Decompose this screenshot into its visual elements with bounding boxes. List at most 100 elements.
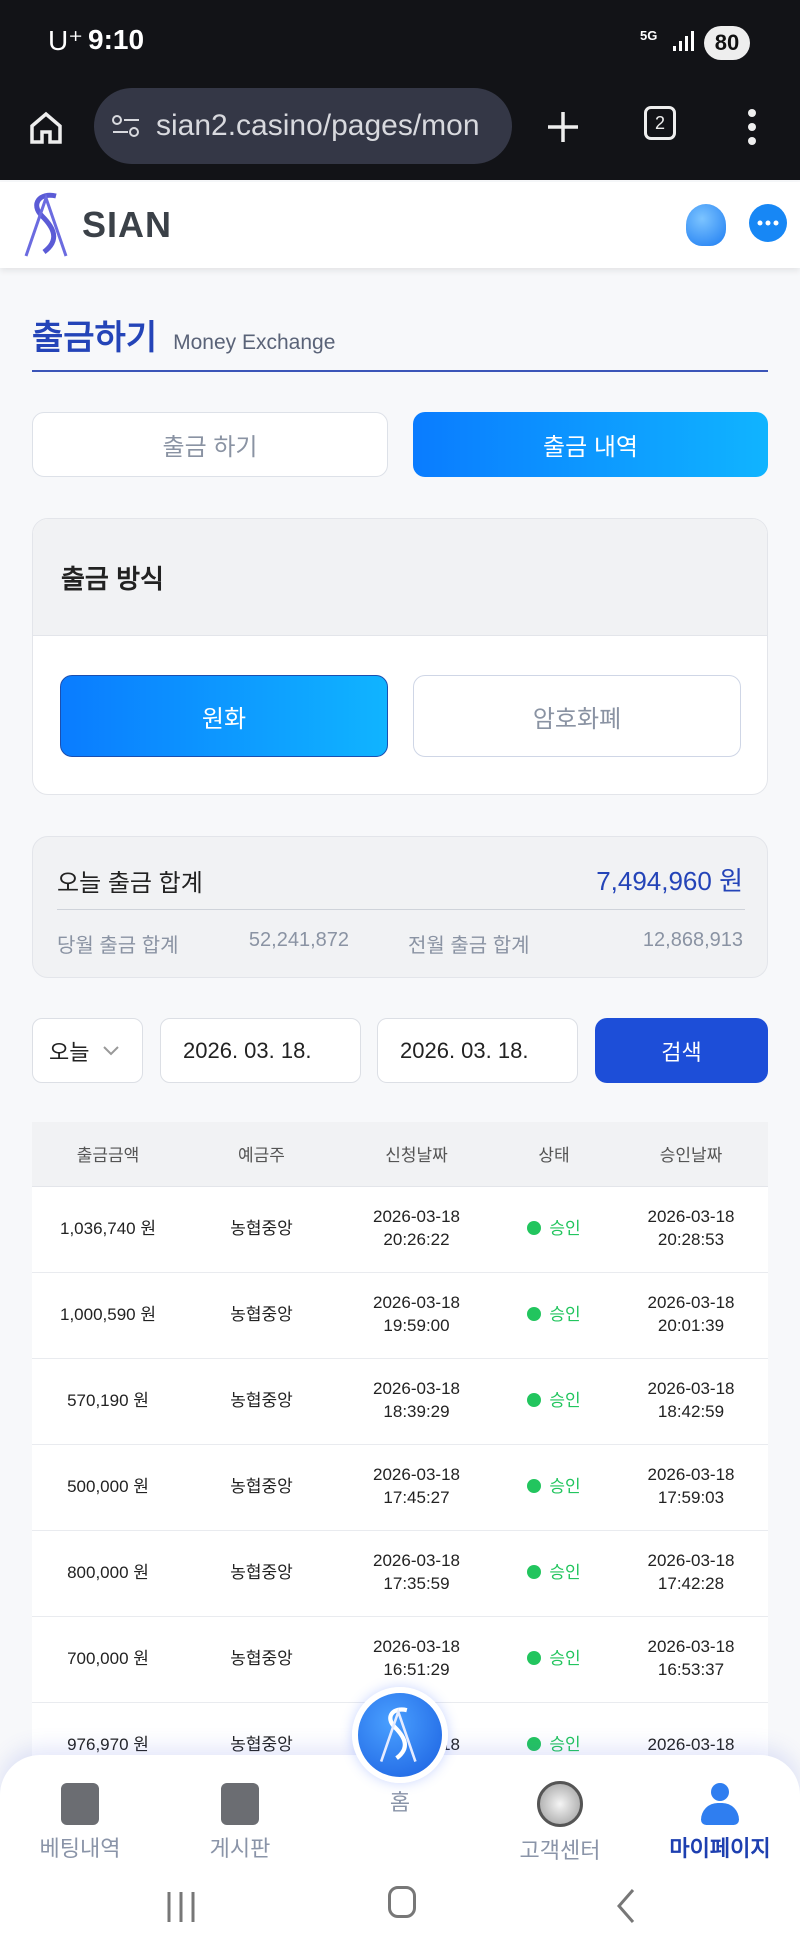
status-cell: 승인 (494, 1616, 614, 1703)
holder-cell: 농협중앙 (184, 1358, 339, 1445)
site-settings-icon[interactable] (112, 114, 140, 138)
approval-date-cell: 2026-03-18 20:01:39 (614, 1272, 768, 1359)
summary-card: 오늘 출금 합계 7,494,960 원 당월 출금 합계 52,241,872… (32, 836, 768, 978)
nav-board[interactable]: 게시판 (160, 1755, 320, 1863)
tab-withdraw-history[interactable]: 출금 내역 (413, 412, 768, 477)
approval-time: 16:53:37 (657, 1660, 725, 1679)
amount-cell: 570,190 원 (32, 1358, 184, 1445)
approval-date: 2026-03-18 (647, 1637, 735, 1657)
approval-time: 17:59:03 (657, 1488, 725, 1507)
month-total-label: 당월 출금 합계 (57, 935, 179, 957)
approval-date-cell: 2026-03-18 18:42:59 (614, 1358, 768, 1445)
status-cell: 승인 (494, 1272, 614, 1359)
method-crypto-button[interactable]: 암호화폐 (413, 675, 741, 757)
clock: 9:10 (88, 24, 145, 55)
status-dot-icon (527, 1306, 542, 1321)
chat-icon[interactable] (748, 204, 788, 244)
home-icon[interactable] (28, 110, 64, 146)
search-button[interactable]: 검색 (595, 1018, 768, 1083)
table-row: 1,000,590 원 농협중앙 2026-03-18 19:59:00 승인 2… (32, 1272, 768, 1359)
home-button-icon[interactable] (388, 1886, 416, 1918)
col-holder: 예금주 (184, 1122, 339, 1187)
request-time: 17:35:59 (383, 1574, 450, 1593)
amount-cell: 700,000 원 (32, 1616, 184, 1703)
url-text: sian2.casino/pages/mon (156, 109, 480, 142)
status-cell: 승인 (494, 1444, 614, 1531)
new-tab-icon[interactable] (546, 110, 580, 144)
bottom-nav: 베팅내역 게시판 홈 고객센터 마이페이지 (0, 1687, 800, 1863)
period-select[interactable]: 오늘 (32, 1018, 143, 1083)
col-status: 상태 (494, 1122, 614, 1187)
menu-icon[interactable] (746, 108, 758, 146)
status-cell: 승인 (494, 1530, 614, 1617)
status-bar: U⁺ 9:10 5G 80 (0, 0, 800, 88)
tab-switcher-button[interactable]: 2 (644, 106, 676, 140)
table-row: 1,036,740 원 농협중앙 2026-03-18 20:26:22 승인 2… (32, 1186, 768, 1273)
request-date-cell: 2026-03-18 17:35:59 (339, 1530, 494, 1617)
method-card: 출금 방식 원화 암호화폐 (32, 518, 768, 795)
request-date-cell: 2026-03-18 16:51:29 (339, 1616, 494, 1703)
status-badge: 승인 (549, 1734, 581, 1754)
request-date: 2026-03-18 (373, 1207, 460, 1227)
start-date-input[interactable]: 2026. 03. 18. (160, 1018, 361, 1083)
browser-toolbar: sian2.casino/pages/mon 2 (0, 88, 800, 180)
request-time: 18:39:29 (383, 1402, 450, 1421)
table-row: 500,000 원 농협중앙 2026-03-18 17:45:27 승인 202… (32, 1444, 768, 1531)
nav-label: 게시판 (209, 1836, 271, 1861)
support-headset-icon (537, 1781, 583, 1827)
network-icon: 5G (640, 28, 658, 43)
logo-icon[interactable] (20, 190, 76, 260)
request-date: 2026-03-18 (373, 1465, 460, 1485)
approval-time: 20:01:39 (657, 1316, 725, 1335)
home-logo-icon (352, 1687, 448, 1783)
status-dot-icon (527, 1478, 542, 1493)
approval-date: 2026-03-18 (647, 1293, 735, 1313)
approval-date-cell: 2026-03-18 16:53:37 (614, 1616, 768, 1703)
nav-support[interactable]: 고객센터 (480, 1755, 640, 1865)
status-dot-icon (527, 1392, 542, 1407)
status-dot-icon (527, 1736, 542, 1751)
nav-betting-history[interactable]: 베팅내역 (0, 1755, 160, 1863)
request-date: 2026-03-18 (373, 1551, 460, 1571)
holder-cell: 농협중앙 (184, 1444, 339, 1531)
col-request-date: 신청날짜 (339, 1122, 494, 1187)
holder-cell: 농협중앙 (184, 1186, 339, 1273)
nav-label: 마이페이지 (669, 1836, 771, 1861)
approval-time: 17:42:28 (657, 1574, 725, 1593)
approval-time: 18:42:59 (657, 1402, 725, 1421)
history-table: 출금금액 예금주 신청날짜 상태 승인날짜 1,036,740 원 농협중앙 2… (32, 1122, 768, 1789)
today-total-value: 7,494,960 원 (596, 866, 743, 896)
status-dot-icon (527, 1650, 542, 1665)
method-krw-button[interactable]: 원화 (60, 675, 388, 757)
chevron-down-icon (103, 1045, 120, 1055)
nav-home[interactable]: 홈 (320, 1687, 480, 1817)
status-badge: 승인 (549, 1218, 581, 1238)
request-time: 17:45:27 (383, 1488, 450, 1507)
approval-date: 2026-03-18 (647, 1207, 735, 1227)
url-field[interactable]: sian2.casino/pages/mon (94, 88, 512, 164)
today-total-label: 오늘 출금 합계 (57, 870, 203, 897)
chatbot-icon[interactable] (686, 204, 726, 246)
request-time: 16:51:29 (383, 1660, 450, 1679)
holder-cell: 농협중앙 (184, 1616, 339, 1703)
tab-withdraw[interactable]: 출금 하기 (32, 412, 388, 477)
month-total-value: 52,241,872 (248, 929, 349, 951)
page-title: 출금하기 (32, 319, 158, 357)
approval-time: 20:28:53 (657, 1230, 725, 1249)
status-badge: 승인 (549, 1304, 581, 1324)
prev-month-total-value: 12,868,913 (642, 929, 743, 951)
nav-mypage[interactable]: 마이페이지 (640, 1755, 800, 1863)
status-dot-icon (527, 1564, 542, 1579)
approval-date: 2026-03-18 (647, 1465, 735, 1485)
board-icon (221, 1783, 259, 1825)
col-approval-date: 승인날짜 (614, 1122, 768, 1187)
recent-apps-icon[interactable] (166, 1890, 196, 1924)
request-time: 19:59:00 (383, 1316, 450, 1335)
end-date-input[interactable]: 2026. 03. 18. (377, 1018, 578, 1083)
approval-date-cell: 2026-03-18 20:28:53 (614, 1186, 768, 1273)
approval-date: 2026-03-18 (647, 1379, 735, 1399)
back-icon[interactable] (616, 1888, 636, 1924)
carrier: U⁺ (48, 25, 83, 56)
approval-date-cell: 2026-03-18 17:59:03 (614, 1444, 768, 1531)
logo-text[interactable]: SIAN (82, 204, 173, 245)
